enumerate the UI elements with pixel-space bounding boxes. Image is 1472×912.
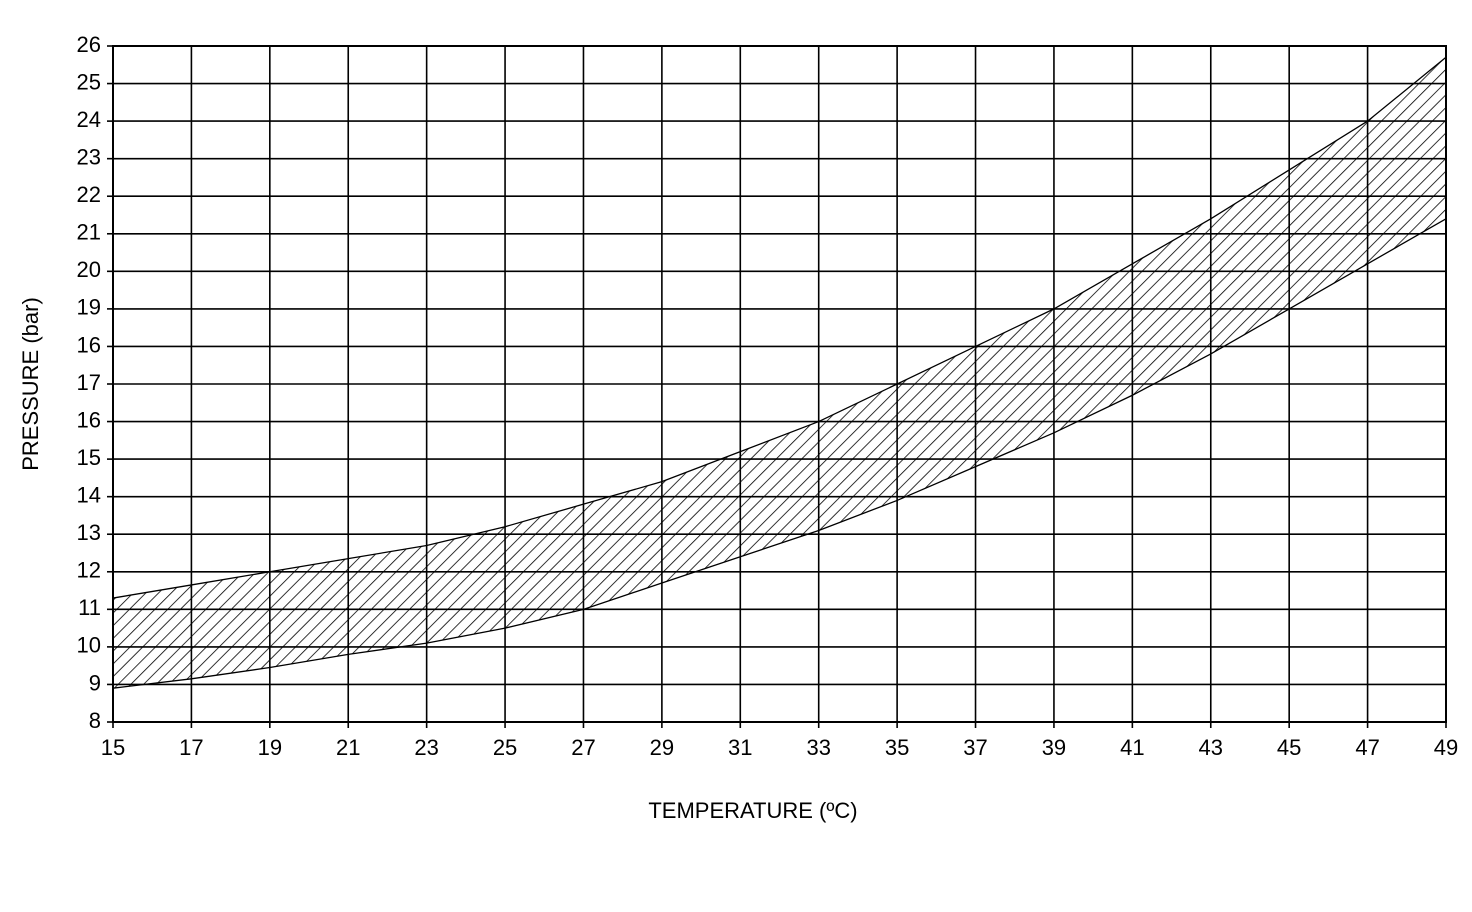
y-tick-label: 26: [77, 32, 101, 57]
y-tick-label: 21: [77, 220, 101, 245]
y-tick-label: 23: [77, 144, 101, 169]
x-tick-label: 19: [258, 735, 282, 760]
y-tick-label: 11: [78, 595, 101, 620]
upper-edge: [112, 56, 1447, 599]
x-tick-label: 47: [1355, 735, 1379, 760]
x-tick-label: 45: [1277, 735, 1301, 760]
y-tick-label: 12: [77, 558, 101, 583]
y-tick-label: 16: [77, 407, 101, 432]
y-tick-label: 13: [77, 520, 101, 545]
x-tick-label: 15: [101, 735, 125, 760]
y-tick-label: 10: [77, 633, 101, 658]
x-tick-label: 31: [728, 735, 752, 760]
y-tick-label: 17: [77, 370, 101, 395]
x-tick-label: 25: [493, 735, 517, 760]
y-tick-label: 24: [77, 107, 101, 132]
y-tick-label: 15: [77, 445, 101, 470]
y-tick-label: 9: [89, 670, 101, 695]
x-axis-label: TEMPERATURE (ºC): [648, 798, 857, 823]
plot-border: [112, 45, 1447, 723]
x-tick-label: 39: [1042, 735, 1066, 760]
y-tick-label: 16: [77, 332, 101, 357]
x-tick-label: 35: [885, 735, 909, 760]
y-tick-label: 25: [77, 69, 101, 94]
y-tick-label: 14: [77, 482, 101, 507]
x-tick-label: 43: [1199, 735, 1223, 760]
y-tick-label: 19: [77, 295, 101, 320]
y-tick-label: 8: [89, 708, 101, 733]
x-tick-label: 23: [414, 735, 438, 760]
y-tick-label: 20: [77, 257, 101, 282]
x-tick-label: 41: [1120, 735, 1144, 760]
band-area: [113, 57, 1446, 689]
y-tick-label: 22: [77, 182, 101, 207]
x-tick-label: 33: [806, 735, 830, 760]
y-axis-label: PRESSURE (bar): [18, 297, 43, 471]
x-tick-label: 29: [650, 735, 674, 760]
x-tick-label: 21: [336, 735, 360, 760]
x-tick-label: 37: [963, 735, 987, 760]
x-tick-label: 27: [571, 735, 595, 760]
lower-edge: [112, 218, 1447, 689]
x-tick-label: 49: [1434, 735, 1458, 760]
x-tick-label: 17: [179, 735, 203, 760]
